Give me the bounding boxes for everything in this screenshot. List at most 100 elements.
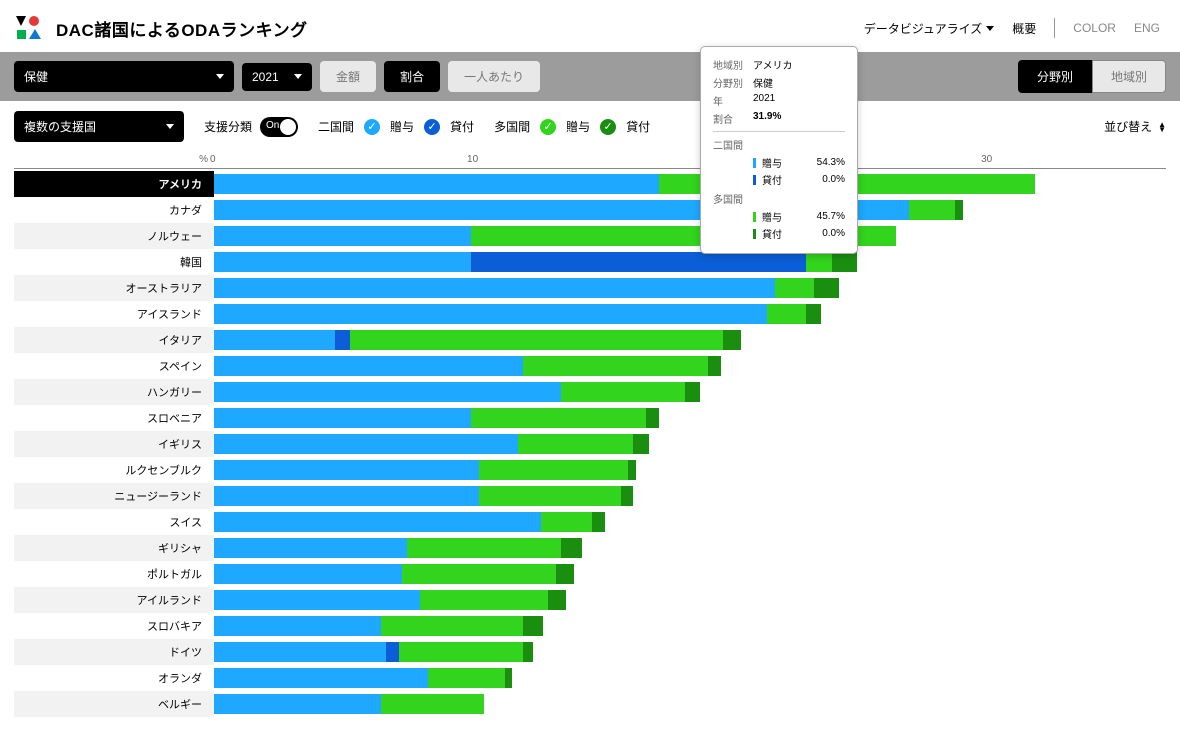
category-select-label: 保健 bbox=[24, 68, 48, 85]
chart-row[interactable]: ドイツ bbox=[14, 639, 1166, 665]
btn-percapita[interactable]: 一人あたり bbox=[448, 61, 540, 92]
nav-overview[interactable]: 概要 bbox=[1012, 20, 1036, 37]
chart-row[interactable]: スロバキア bbox=[14, 613, 1166, 639]
bar-segment bbox=[523, 356, 708, 376]
chart-row[interactable]: ポルトガル bbox=[14, 561, 1166, 587]
bar-segment bbox=[402, 564, 556, 584]
stacked-bar bbox=[214, 512, 1166, 532]
legend-multilateral: 多国間 ✓贈与 ✓貸付 bbox=[494, 118, 650, 135]
chart-row[interactable]: アイルランド bbox=[14, 587, 1166, 613]
bar-segment bbox=[471, 252, 805, 272]
bar-segment bbox=[561, 382, 685, 402]
check-icon[interactable]: ✓ bbox=[540, 119, 556, 135]
stacked-bar bbox=[214, 304, 1166, 324]
toggle-knob bbox=[280, 119, 296, 135]
stacked-bar bbox=[214, 252, 1166, 272]
bar-segment bbox=[214, 382, 561, 402]
bar-segment bbox=[214, 252, 471, 272]
btn-amount[interactable]: 金額 bbox=[320, 61, 376, 92]
stacked-bar bbox=[214, 330, 1166, 350]
bar-segment bbox=[628, 460, 636, 480]
chart-row[interactable]: オーストラリア bbox=[14, 275, 1166, 301]
nav-color[interactable]: COLOR bbox=[1073, 21, 1116, 35]
bar-segment bbox=[523, 616, 544, 636]
stacked-bar bbox=[214, 434, 1166, 454]
multi-donor-label: 複数の支援国 bbox=[24, 118, 96, 135]
chart-row[interactable]: ノルウェー bbox=[14, 223, 1166, 249]
check-icon[interactable]: ✓ bbox=[424, 119, 440, 135]
bar-segment bbox=[814, 278, 840, 298]
tt-multilateral-label: 多国間 bbox=[713, 191, 753, 206]
chart-row[interactable]: ニュージーランド bbox=[14, 483, 1166, 509]
tt-grant2: 贈与 bbox=[762, 209, 792, 224]
year-select[interactable]: 2021 bbox=[242, 63, 312, 91]
bar-segment bbox=[381, 694, 484, 714]
chart-row[interactable]: スイス bbox=[14, 509, 1166, 535]
row-label: ハンガリー bbox=[14, 379, 214, 405]
stacked-bar bbox=[214, 668, 1166, 688]
tt-field-v: 保健 bbox=[753, 75, 773, 90]
chart-row[interactable]: ハンガリー bbox=[14, 379, 1166, 405]
chevron-down-icon bbox=[166, 124, 174, 129]
multi-donor-select[interactable]: 複数の支援国 bbox=[14, 111, 184, 142]
tt-bilateral-label: 二国間 bbox=[713, 137, 753, 152]
axis-unit: % bbox=[14, 154, 214, 166]
tt-ml-loan-pct: 0.0% bbox=[822, 228, 845, 239]
bar-segment bbox=[214, 278, 775, 298]
row-label: アイルランド bbox=[14, 587, 214, 613]
bar-segment bbox=[471, 408, 646, 428]
bar-segment bbox=[479, 460, 628, 480]
bar-segment bbox=[561, 538, 582, 558]
bar-segment bbox=[386, 642, 399, 662]
tt-region-k: 地域別 bbox=[713, 57, 753, 72]
chart-row[interactable]: ギリシャ bbox=[14, 535, 1166, 561]
support-class-toggle[interactable]: On bbox=[260, 117, 298, 137]
chart-row[interactable]: アメリカ bbox=[14, 171, 1166, 197]
chevron-down-icon bbox=[216, 74, 224, 79]
tt-loan: 貸付 bbox=[762, 172, 792, 187]
stacked-bar bbox=[214, 564, 1166, 584]
chart-row[interactable]: イタリア bbox=[14, 327, 1166, 353]
check-icon[interactable]: ✓ bbox=[364, 119, 380, 135]
bar-segment bbox=[775, 278, 814, 298]
check-icon[interactable]: ✓ bbox=[600, 119, 616, 135]
bar-segment bbox=[214, 174, 659, 194]
tooltip: 地域別アメリカ 分野別保健 年2021 割合31.9% 二国間 贈与54.3% … bbox=[700, 46, 858, 254]
nav-lang[interactable]: ENG bbox=[1134, 21, 1160, 35]
chart-row[interactable]: アイスランド bbox=[14, 301, 1166, 327]
btn-ratio[interactable]: 割合 bbox=[384, 61, 440, 92]
chart-row[interactable]: 韓国 bbox=[14, 249, 1166, 275]
tab-by-field[interactable]: 分野別 bbox=[1018, 60, 1092, 93]
bar-segment bbox=[523, 642, 533, 662]
chart-row[interactable]: スペイン bbox=[14, 353, 1166, 379]
chart-row[interactable]: ベルギー bbox=[14, 691, 1166, 717]
chart-row[interactable]: オランダ bbox=[14, 665, 1166, 691]
nav-dataviz[interactable]: データビジュアライズ bbox=[864, 20, 995, 37]
tt-color-swatch bbox=[753, 158, 756, 168]
row-bar-area bbox=[214, 587, 1166, 613]
chart-row[interactable]: ルクセンブルク bbox=[14, 457, 1166, 483]
sort-button[interactable]: 並び替え ▲▼ bbox=[1104, 118, 1166, 135]
chart-row[interactable]: イギリス bbox=[14, 431, 1166, 457]
row-label: スイス bbox=[14, 509, 214, 535]
stacked-bar bbox=[214, 382, 1166, 402]
row-label: ギリシャ bbox=[14, 535, 214, 561]
bar-segment bbox=[214, 616, 381, 636]
row-label: ポルトガル bbox=[14, 561, 214, 587]
tt-ml-grant-pct: 45.7% bbox=[817, 211, 845, 222]
axis-tick: 30 bbox=[981, 154, 992, 165]
bar-segment bbox=[479, 486, 621, 506]
row-bar-area bbox=[214, 509, 1166, 535]
axis-tick: 10 bbox=[467, 154, 478, 165]
chart-row[interactable]: スロベニア bbox=[14, 405, 1166, 431]
bar-segment bbox=[335, 330, 350, 350]
row-label: オランダ bbox=[14, 665, 214, 691]
logo bbox=[14, 14, 42, 42]
chart-row[interactable]: カナダ bbox=[14, 197, 1166, 223]
row-bar-area bbox=[214, 535, 1166, 561]
row-label: イタリア bbox=[14, 327, 214, 353]
category-select[interactable]: 保健 bbox=[14, 61, 234, 92]
row-bar-area bbox=[214, 249, 1166, 275]
row-label: ベルギー bbox=[14, 691, 214, 717]
tab-by-region[interactable]: 地域別 bbox=[1092, 60, 1166, 93]
